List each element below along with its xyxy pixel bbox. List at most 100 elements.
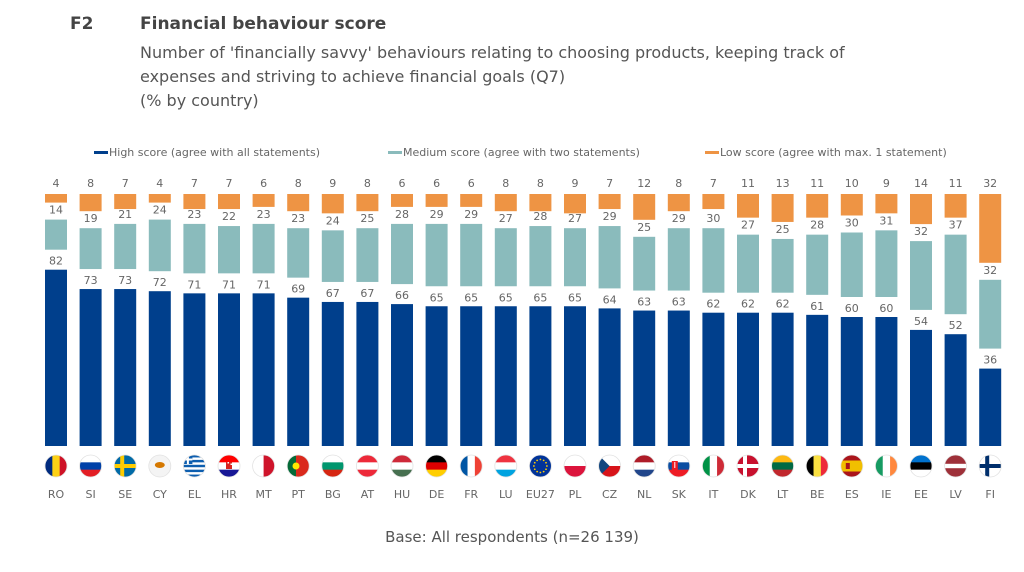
value-label-low-FR: 6 [468,177,475,190]
flag-luxembourg-icon [494,454,518,478]
bar-low-LT [771,194,794,222]
value-label-low-IE: 9 [883,177,890,190]
legend-swatch-low [705,151,719,154]
bar-medium-IE [875,230,898,297]
value-label-high-LV: 52 [949,319,963,332]
value-label-high-EL: 71 [187,278,201,291]
flag-portugal-icon [286,454,310,478]
value-label-low-DK: 11 [741,177,755,190]
flag-poland-icon [563,454,587,478]
value-label-low-SI: 8 [87,177,94,190]
value-label-high-CZ: 64 [603,293,617,306]
bar-high-FR [460,306,483,446]
bar-medium-LU [494,228,517,287]
bar-low-IE [875,194,898,214]
category-label-PT: PT [292,488,306,501]
bar-high-SE [114,289,137,446]
bar-low-CY [148,194,171,203]
category-label-EE: EE [914,488,928,501]
legend-item-low: Low score (agree with max. 1 statement) [705,146,947,159]
bar-high-SI [79,289,102,446]
value-label-medium-EL: 23 [187,208,201,221]
bar-low-AT [356,194,379,212]
legend-label-medium: Medium score (agree with two statements) [403,146,640,159]
value-label-medium-HR: 22 [222,210,236,223]
bar-medium-ES [840,232,863,297]
bar-low-FI [979,194,1002,263]
value-label-medium-SK: 29 [672,212,686,225]
value-label-high-FR: 65 [464,291,478,304]
legend: High score (agree with all statements) M… [0,146,1024,162]
category-label-EU27: EU27 [526,488,555,501]
bar-high-PL [564,306,586,446]
value-label-high-DK: 62 [741,298,755,311]
category-label-BG: BG [325,488,341,501]
bar-high-DE [425,306,448,446]
category-label-FR: FR [464,488,478,501]
category-label-HR: HR [221,488,237,501]
value-label-medium-EE: 32 [914,225,928,238]
value-label-high-SK: 63 [672,296,686,309]
flag-latvia-icon [944,454,967,478]
bar-high-RO [45,269,67,446]
flag-spain-icon [840,454,864,478]
category-label-PL: PL [569,488,583,501]
bar-medium-EU27 [529,226,552,287]
bar-low-BG [321,194,344,214]
value-label-low-EL: 7 [191,177,198,190]
flag-sweden-icon [113,454,137,478]
value-label-high-RO: 82 [49,255,63,268]
category-label-LT: LT [777,488,789,501]
category-label-DK: DK [740,488,756,501]
bar-low-MT [252,194,275,207]
legend-label-low: Low score (agree with max. 1 statement) [720,146,947,159]
flag-hungary-icon [390,454,414,478]
value-label-low-CZ: 7 [606,177,613,190]
bar-medium-RO [45,219,67,250]
bar-high-HU [391,304,413,446]
bar-low-LV [944,194,967,218]
value-label-high-SE: 73 [118,274,132,287]
bar-high-LV [944,334,967,446]
value-label-high-BE: 61 [810,300,824,313]
value-label-low-HU: 6 [399,177,406,190]
flag-finland-icon [978,454,1002,478]
flag-slovenia-icon [79,454,102,478]
value-label-low-HR: 7 [226,177,233,190]
value-label-low-LV: 11 [949,177,963,190]
value-label-medium-SE: 21 [118,208,132,221]
bar-medium-HU [391,223,413,285]
flag-italy-icon [702,454,725,478]
flag-denmark-icon [736,454,760,478]
bar-low-PL [564,194,586,214]
bar-medium-LT [771,238,794,293]
bar-high-LT [771,312,794,446]
value-label-medium-EU27: 28 [533,210,547,223]
bar-low-SK [667,194,690,212]
flag-germany-icon [425,454,449,478]
value-label-low-AT: 8 [364,177,371,190]
category-label-EL: EL [188,488,202,501]
bar-high-EL [183,293,206,446]
value-label-low-LT: 13 [776,177,790,190]
value-label-low-FI: 32 [983,177,997,190]
value-label-medium-MT: 23 [257,208,271,221]
legend-item-high: High score (agree with all statements) [94,146,320,159]
value-label-low-ES: 10 [845,177,859,190]
subtitle-line-2: expenses and striving to achieve financi… [140,67,566,86]
category-label-FI: FI [985,488,995,501]
bar-low-LU [494,194,517,212]
value-label-medium-ES: 30 [845,217,859,230]
value-label-low-DE: 6 [433,177,440,190]
category-label-NL: NL [637,488,652,501]
value-label-low-SK: 8 [675,177,682,190]
flag-netherlands-icon [632,454,656,478]
bar-high-ES [840,317,863,446]
category-label-RO: RO [48,488,65,501]
bar-medium-EL [183,223,206,274]
bar-low-SE [114,194,137,210]
flag-eu-icon [529,454,552,478]
flag-czechia-icon [598,454,621,478]
category-label-IE: IE [881,488,891,501]
